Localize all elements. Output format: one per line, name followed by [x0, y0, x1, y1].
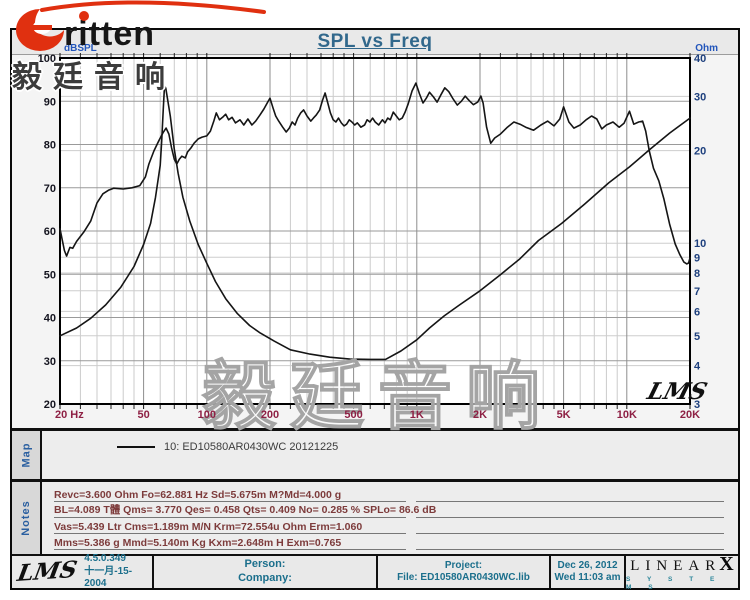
- linearx-logo: LINEAR X: [630, 552, 733, 577]
- lms-version: 4.5.0.349: [84, 553, 126, 565]
- spl-curve: [59, 82, 691, 265]
- y-right-axis-title: Ohm: [695, 43, 718, 54]
- separator: [12, 428, 738, 432]
- footer-lms-cell: LMS 4.5.0.349 十一月-15-2004: [12, 553, 154, 590]
- map-tab-label: Map: [20, 442, 32, 468]
- y-right-tick-label: 8: [694, 268, 700, 280]
- logo-e-bar: [32, 25, 52, 30]
- report-frame: SPL vs Freq 毅廷音响 20 Hz 50 100 200 500 1K 2K 5K 10…: [10, 28, 740, 591]
- legend-label: 10: ED10580AR0430WC 20121225: [164, 441, 339, 454]
- eritten-logo: ritten: [16, 0, 266, 53]
- lms-logo: LMS: [15, 555, 80, 587]
- y-right-tick-label: 30: [694, 91, 706, 103]
- map-tab: Map: [12, 431, 42, 480]
- company-label: Company:: [238, 572, 292, 584]
- lms-version-date: 十一月-15-2004: [84, 565, 133, 590]
- y-right-tick-label: 4: [694, 361, 701, 373]
- y-right-tick-label: 20: [694, 146, 706, 158]
- footer-project-cell: Project: File: ED10580AR0430WC.lib: [378, 556, 551, 588]
- x-tick-label: 100: [198, 409, 216, 421]
- y-left-tick-label: 50: [44, 269, 56, 281]
- logo-e-swoosh: [16, 9, 64, 51]
- ruled-line: [416, 533, 724, 535]
- legend-item: 10: ED10580AR0430WC 20121225: [117, 441, 338, 453]
- spl-impedance-chart: 毅廷音响 20 Hz 50 100 200 500 1K 2K 5K 10K 20K 100 90 80 7…: [38, 43, 718, 432]
- logo-swoosh-arc: [40, 0, 266, 14]
- y-right-tick-label: 10: [694, 238, 706, 250]
- linearx-systems-label: S Y S T E M S: [626, 575, 722, 591]
- notes-line-3: Vas=5.439 Ltr Cms=1.189m M/N Krm=72.554u…: [54, 521, 406, 535]
- notes-line: Vas=5.439 Ltr Cms=1.189m M/N Krm=72.554u…: [54, 518, 724, 535]
- file-label: File: ED10580AR0430WC.lib: [397, 572, 530, 583]
- y-left-tick-label: 70: [44, 183, 56, 195]
- y-left-tick-label: 90: [44, 96, 56, 108]
- footer-bar: LMS 4.5.0.349 十一月-15-2004 Person: Compan…: [12, 553, 738, 591]
- x-tick-label: 1K: [410, 409, 424, 421]
- notes-tab: Notes: [12, 482, 42, 554]
- ruled-line: [416, 549, 724, 551]
- x-tick-label: 500: [344, 409, 362, 421]
- x-tick-label: 10K: [617, 409, 637, 421]
- x-tick-label: 200: [261, 409, 279, 421]
- chart-area: 毅廷音响 20 Hz 50 100 200 500 1K 2K 5K 10K 20K 100 90 80 7…: [12, 43, 738, 432]
- header: SPL vs Freq: [12, 30, 738, 55]
- linearx-letters: LINEAR: [630, 557, 722, 574]
- y-left-axis-title: dBSPL: [64, 43, 97, 54]
- x-tick-label: 2K: [473, 409, 487, 421]
- x-tick-label: 20K: [680, 409, 700, 421]
- ruled-line: [416, 501, 724, 503]
- project-label: Project:: [444, 559, 483, 571]
- y-right-tick-label: 40: [694, 53, 706, 65]
- y-left-tick-label: 40: [44, 312, 56, 324]
- notes-line: Mms=5.386 g Mmd=5.140m Kg Kxm=2.648m H E…: [54, 534, 724, 551]
- y-left-tick-label: 30: [44, 356, 56, 368]
- notes-section: Notes Revc=3.600 Ohm Fo=62.881 Hz Sd=5.6…: [12, 482, 738, 554]
- x-tick-label: 50: [137, 409, 149, 421]
- notes-line-2: BL=4.089 T體 Qms= 3.770 Qes= 0.458 Qts= 0…: [54, 504, 437, 519]
- x-tick-label: 5K: [557, 409, 571, 421]
- y-right-tick-label: 5: [694, 331, 700, 343]
- company-cjk-name: 毅廷音响: [12, 61, 176, 94]
- plot-lms-logo: LMS: [643, 377, 710, 404]
- notes-tab-label: Notes: [20, 500, 32, 536]
- y-left-tick-label: 100: [38, 53, 56, 65]
- footer-person-cell: Person: Company:: [154, 556, 378, 588]
- notes-line-1: Revc=3.600 Ohm Fo=62.881 Hz Sd=5.675m M?…: [54, 489, 406, 503]
- notes-line-4: Mms=5.386 g Mmd=5.140m Kg Kxm=2.648m H E…: [54, 537, 406, 551]
- logo-i-dot: [79, 11, 89, 21]
- footer-linearx-cell: LINEAR X S Y S T E M S: [626, 553, 738, 591]
- y-left-tick-label: 60: [44, 226, 56, 238]
- person-label: Person:: [244, 558, 286, 571]
- notes-line: Revc=3.600 Ohm Fo=62.881 Hz Sd=5.675m M?…: [54, 486, 724, 503]
- y-right-tick-label: 6: [694, 306, 700, 318]
- ruled-line: [416, 517, 724, 519]
- y-right-tick-label: 9: [694, 252, 700, 264]
- footer-date-cell: Dec 26, 2012 Wed 11:03 am: [551, 556, 626, 588]
- separator: [12, 479, 738, 483]
- plot-lms-logo-text: LMS: [643, 377, 710, 404]
- notes-line: BL=4.089 T體 Qms= 3.770 Qes= 0.458 Qts= 0…: [54, 502, 724, 519]
- footer-time: Wed 11:03 am: [554, 572, 621, 583]
- linearx-x: X: [719, 552, 734, 575]
- y-right-tick-label: 7: [694, 286, 700, 298]
- page-title: SPL vs Freq: [317, 30, 433, 52]
- y-left-tick-label: 80: [44, 139, 56, 151]
- map-section: Map 10: ED10580AR0430WC 20121225: [12, 431, 738, 480]
- notes-body: Revc=3.600 Ohm Fo=62.881 Hz Sd=5.675m M?…: [42, 482, 738, 554]
- impedance-curve: [59, 85, 691, 361]
- logo-wordmark: ritten: [64, 15, 155, 53]
- legend-line-sample: [117, 446, 155, 449]
- watermark-cjk: 毅廷音响: [202, 355, 554, 432]
- y-right-tick-label: 3: [694, 399, 700, 411]
- map-body: 10: ED10580AR0430WC 20121225: [42, 431, 738, 480]
- y-left-tick-label: 20: [44, 399, 56, 411]
- x-tick-label: 20 Hz: [55, 409, 84, 421]
- footer-date: Dec 26, 2012: [557, 559, 618, 571]
